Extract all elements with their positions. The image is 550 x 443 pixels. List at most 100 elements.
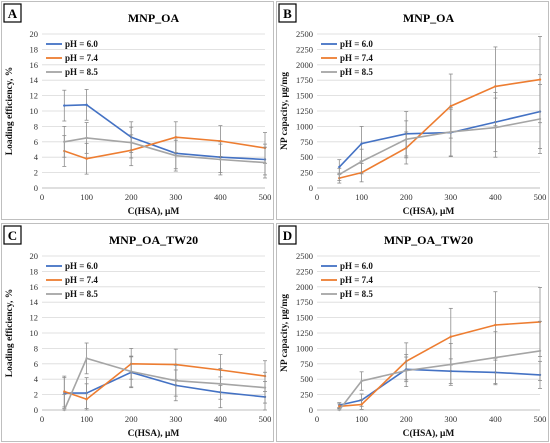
data-point bbox=[338, 165, 341, 169]
data-point bbox=[85, 136, 88, 140]
data-point bbox=[360, 142, 363, 145]
y-axis-label: NP capacity, μg/mg bbox=[280, 294, 290, 372]
y-tick-label: 16 bbox=[30, 60, 39, 70]
series-line bbox=[64, 136, 266, 160]
x-tick-label: 100 bbox=[80, 192, 93, 202]
legend-entry: pH = 7.4 bbox=[340, 275, 373, 285]
panel-letter-text: A bbox=[8, 6, 18, 21]
data-point bbox=[63, 140, 66, 143]
data-point bbox=[85, 103, 88, 107]
legend-entry: pH = 6.0 bbox=[65, 39, 98, 49]
x-tick-label: 300 bbox=[444, 192, 457, 202]
series-3 bbox=[62, 122, 267, 179]
data-point bbox=[338, 173, 341, 176]
x-axis-label: C(HSA), μM bbox=[403, 206, 455, 217]
data-point bbox=[360, 403, 363, 406]
series-line bbox=[339, 78, 541, 179]
panel-letter: B bbox=[278, 3, 297, 23]
data-point bbox=[360, 160, 363, 163]
y-tick-label: 0 bbox=[309, 183, 313, 193]
x-tick-label: 300 bbox=[169, 192, 182, 202]
panel-letter: C bbox=[3, 225, 22, 245]
y-tick-label: 1500 bbox=[296, 91, 313, 101]
y-tick-label: 2000 bbox=[296, 282, 313, 292]
y-tick-label: 0 bbox=[34, 183, 38, 193]
legend-entry: pH = 7.4 bbox=[340, 53, 373, 63]
legend-entry: pH = 7.4 bbox=[65, 53, 98, 63]
legend-entry: pH = 7.4 bbox=[65, 275, 98, 285]
panel-frame bbox=[1, 223, 274, 442]
legend: pH = 6.0 pH = 7.4 pH = 8.5 bbox=[321, 261, 373, 299]
series-line bbox=[339, 321, 541, 408]
data-point bbox=[63, 104, 66, 107]
panel-letter-text: D bbox=[283, 228, 292, 243]
y-tick-label: 1250 bbox=[296, 106, 313, 116]
chart-panel-b: B MNP_OA 0 250 500 750 1000 1250 1500 1750 2000 225… bbox=[275, 0, 550, 221]
data-point bbox=[219, 139, 222, 143]
y-tick-label: 18 bbox=[30, 266, 39, 276]
chart-title: MNP_OA_TW20 bbox=[109, 233, 198, 247]
data-point bbox=[494, 126, 497, 129]
x-tick-label: 400 bbox=[489, 192, 502, 202]
y-tick-label: 750 bbox=[300, 137, 313, 147]
panel-frame bbox=[276, 1, 549, 220]
data-point bbox=[263, 161, 267, 164]
y-axis-label: Loading efficiency, % bbox=[5, 289, 15, 377]
series-line bbox=[64, 103, 266, 161]
y-tick-label: 2250 bbox=[296, 266, 313, 276]
x-tick-label: 400 bbox=[214, 192, 227, 202]
x-tick-label: 100 bbox=[80, 414, 93, 424]
chart-panel-c: C MNP_OA_TW20 0 2 4 6 8 10 12 14 16 18 20 0 100 200 300 4… bbox=[0, 222, 275, 443]
series-line bbox=[64, 371, 266, 398]
panel-letter-box bbox=[278, 3, 297, 23]
y-tick-label: 0 bbox=[309, 405, 313, 415]
x-tick-label: 0 bbox=[315, 414, 319, 424]
legend: pH = 6.0 pH = 7.4 pH = 8.5 bbox=[321, 39, 373, 77]
y-tick-label: 12 bbox=[30, 91, 39, 101]
panel-letter-text: C bbox=[8, 228, 17, 243]
y-axis-label: Loading efficiency, % bbox=[5, 67, 15, 155]
series-line bbox=[63, 357, 266, 411]
x-tick-label: 0 bbox=[40, 414, 44, 424]
data-point bbox=[130, 141, 133, 144]
data-point bbox=[219, 382, 222, 386]
panel-letter-box bbox=[3, 3, 22, 23]
y-tick-label: 10 bbox=[30, 106, 39, 116]
panel-letter-box bbox=[278, 225, 297, 245]
x-tick-label: 500 bbox=[534, 414, 547, 424]
y-tick-label: 1750 bbox=[296, 297, 313, 307]
data-point bbox=[85, 398, 88, 401]
data-point bbox=[538, 117, 542, 121]
legend-entry: pH = 6.0 bbox=[340, 39, 373, 49]
data-point bbox=[219, 158, 222, 161]
y-tick-label: 10 bbox=[30, 328, 39, 338]
y-tick-label: 1750 bbox=[296, 75, 313, 85]
data-point bbox=[338, 408, 341, 412]
y-tick-label: 2500 bbox=[296, 251, 313, 261]
y-tick-label: 12 bbox=[30, 313, 39, 323]
x-tick-label: 300 bbox=[444, 414, 457, 424]
series-line bbox=[338, 118, 541, 176]
series-line bbox=[338, 350, 541, 411]
y-tick-label: 2 bbox=[34, 390, 38, 400]
y-tick-label: 2000 bbox=[296, 60, 313, 70]
y-tick-label: 6 bbox=[34, 137, 38, 147]
chart-svg: D MNP_OA_TW200250500750100012501500175020… bbox=[276, 223, 549, 442]
y-tick-label: 1250 bbox=[296, 328, 313, 338]
x-tick-label: 300 bbox=[169, 414, 182, 424]
x-tick-label: 400 bbox=[214, 414, 227, 424]
x-tick-label: 200 bbox=[125, 192, 138, 202]
y-tick-label: 16 bbox=[30, 282, 39, 292]
data-point bbox=[449, 130, 452, 134]
y-tick-label: 0 bbox=[34, 405, 38, 415]
series-3 bbox=[62, 342, 267, 412]
chart-title: MNP_OA bbox=[128, 11, 180, 25]
legend-entry: pH = 6.0 bbox=[65, 261, 98, 271]
y-tick-label: 500 bbox=[300, 152, 313, 162]
data-point bbox=[405, 138, 408, 141]
data-point bbox=[63, 390, 66, 393]
legend: pH = 6.0 pH = 7.4 pH = 8.5 bbox=[46, 39, 98, 77]
x-tick-label: 500 bbox=[534, 192, 547, 202]
